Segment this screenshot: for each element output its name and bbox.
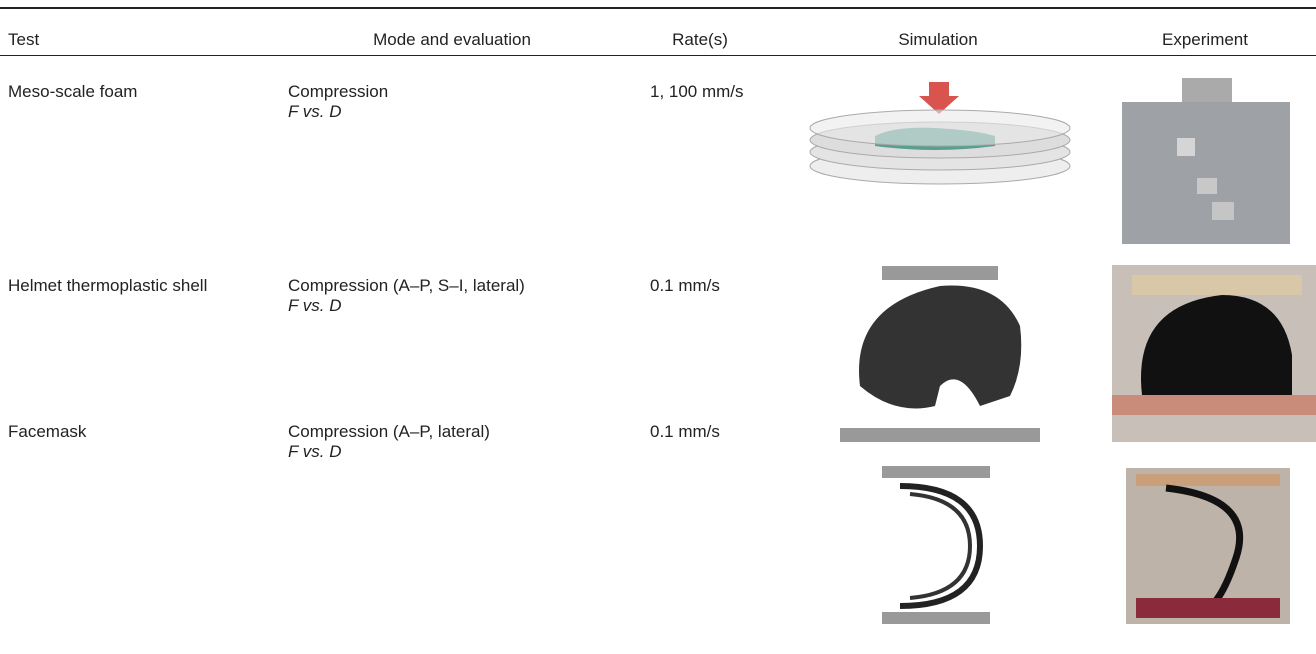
rate-cell: 0.1 mm/s [650,276,720,296]
test-cell: Meso-scale foam [8,82,137,102]
facemask-simulation [880,466,992,624]
header-cell: Mode and evaluation [373,30,531,50]
mode-cell: Compression (A–P, lateral) [288,422,490,442]
mode-cell: Compression (A–P, S–I, lateral) [288,276,525,296]
header-cell: Experiment [1162,30,1248,50]
test-cell: Helmet thermoplastic shell [8,276,207,296]
header-rule [0,55,1316,56]
rate-cell: 0.1 mm/s [650,422,720,442]
header-cell: Rate(s) [672,30,728,50]
helmet-simulation [840,266,1040,442]
mode-cell: Compression [288,82,388,102]
helmet-experiment [1112,265,1316,442]
foam-simulation [805,78,1075,188]
table-page: Test Mode and evaluation Rate(s) Simulat… [0,0,1316,654]
top-rule [0,7,1316,9]
facemask-experiment [1126,468,1290,624]
evaluation-cell: F vs. D [288,442,342,462]
header-cell: Test [8,30,39,50]
evaluation-cell: F vs. D [288,102,342,122]
rate-cell: 1, 100 mm/s [650,82,744,102]
foam-experiment [1122,78,1290,244]
evaluation-cell: F vs. D [288,296,342,316]
test-cell: Facemask [8,422,86,442]
header-cell: Simulation [898,30,977,50]
